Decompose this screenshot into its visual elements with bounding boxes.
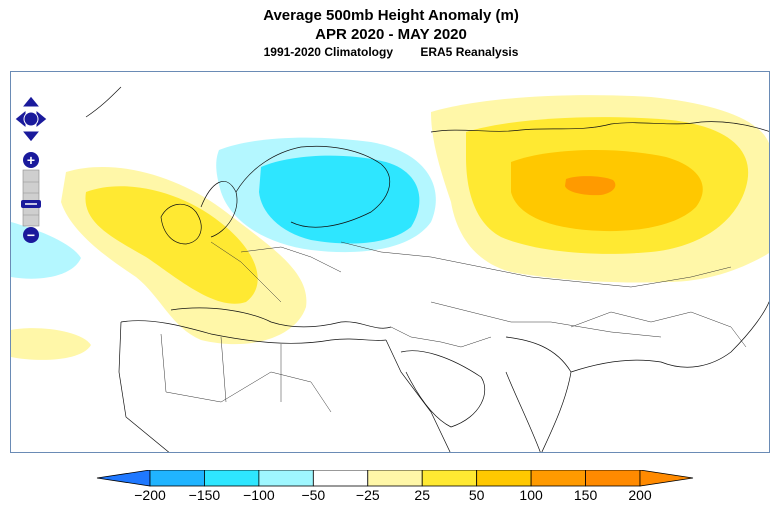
arctic-coast <box>430 121 769 133</box>
india-outline <box>505 336 572 452</box>
colorbar-arrow-high <box>639 470 694 487</box>
colorbar-segment <box>585 470 641 487</box>
colorbar-tick-label: 50 <box>468 487 485 503</box>
colorbar-segment <box>312 470 369 487</box>
country-borders <box>160 241 747 413</box>
chart-header: Average 500mb Height Anomaly (m) APR 202… <box>0 6 782 61</box>
colorbar-graphic <box>96 470 694 487</box>
africa-outline <box>118 321 451 452</box>
zoom-out-label: − <box>27 227 35 243</box>
colorbar-tick-label: −50 <box>301 487 326 503</box>
mediterranean-coast <box>170 307 392 329</box>
colorbar-tick-label: 100 <box>519 487 543 503</box>
anomaly-map <box>11 86 769 452</box>
colorbar-segments <box>96 470 694 487</box>
pos150-siberia <box>565 176 616 196</box>
north-africa-coast <box>120 320 387 344</box>
border-central-asia <box>430 301 662 338</box>
border-africa-2 <box>220 336 282 403</box>
positive-anomaly-west <box>11 166 307 360</box>
colorbar-tick-label: −150 <box>188 487 221 503</box>
colorbar-segment <box>149 470 205 487</box>
greenland-coast <box>85 86 122 118</box>
colorbar-segment <box>421 470 478 487</box>
map-viewport[interactable]: + − <box>10 71 770 453</box>
border-africa-1 <box>160 333 332 413</box>
colorbar-tick-label: −200 <box>134 487 166 503</box>
arabia-outline <box>400 350 486 428</box>
scandinavia-coast <box>235 145 390 228</box>
negative-anomaly-scandinavia <box>11 137 436 279</box>
pan-up-arrow[interactable] <box>20 95 42 108</box>
colorbar-tick-label: 150 <box>573 487 598 503</box>
colorbar-segment <box>530 470 586 487</box>
colorbar-tick-label: 25 <box>414 487 431 503</box>
coastlines <box>85 86 769 452</box>
colorbar-tick-label: 200 <box>628 487 652 503</box>
climatology-label: 1991-2020 Climatology <box>263 45 393 59</box>
colorbar-segment <box>204 470 260 487</box>
pan-center[interactable] <box>23 111 39 127</box>
zoom-slider[interactable] <box>21 169 41 227</box>
colorbar-segment <box>258 470 314 487</box>
zoom-slider-track[interactable] <box>22 169 40 227</box>
map-nav-control[interactable]: + − <box>13 94 49 264</box>
border-russia <box>340 241 732 288</box>
positive-anomaly-siberia <box>431 95 769 283</box>
pan-down-arrow[interactable] <box>20 130 42 143</box>
colorbar-arrow-low <box>96 470 151 487</box>
border-eu-2 <box>240 246 342 273</box>
border-eu-1 <box>210 241 282 303</box>
neg50-scandinavia <box>259 155 420 244</box>
zoom-in-button[interactable]: + <box>23 152 39 168</box>
pos50-west <box>85 186 258 304</box>
border-middle-east <box>390 326 492 348</box>
map-title: Average 500mb Height Anomaly (m) <box>263 7 519 24</box>
zoom-out-button[interactable]: − <box>23 227 39 243</box>
colorbar-segment <box>367 470 423 487</box>
map-subtitle: 1991-2020 Climatology ERA5 Reanalysis <box>0 44 782 61</box>
colorbar-segment <box>476 470 532 487</box>
border-china <box>570 311 747 348</box>
colorbar-tick-label: −100 <box>243 487 275 503</box>
zoom-in-label: + <box>27 152 35 168</box>
map-period: APR 2020 - MAY 2020 <box>315 26 467 43</box>
pan-arrows-icon[interactable] <box>14 95 48 143</box>
nav-control-graphic: + − <box>14 95 48 243</box>
colorbar: −200 −150 −100 −50 −25 25 50 100 150 200 <box>95 470 695 510</box>
asia-coast-east <box>570 301 769 373</box>
pos25-southwest <box>11 328 91 360</box>
colorbar-tick-label: −25 <box>355 487 380 503</box>
dataset-label: ERA5 Reanalysis <box>420 45 519 59</box>
